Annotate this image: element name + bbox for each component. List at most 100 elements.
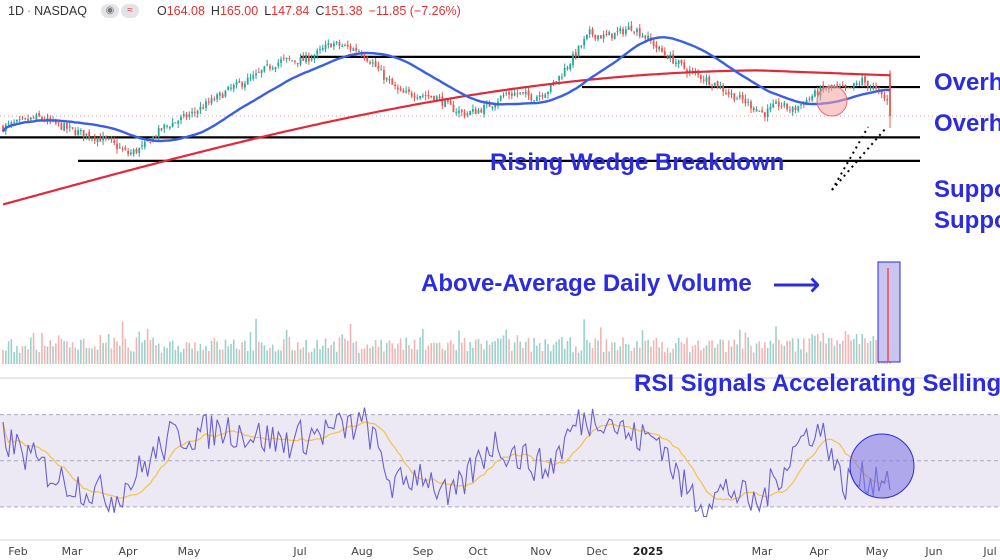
volume-bar xyxy=(477,339,480,364)
volume-bar xyxy=(533,337,535,364)
x-tick-label: Jul xyxy=(982,545,996,558)
candle-body xyxy=(63,123,66,131)
candle-body xyxy=(560,76,563,78)
right-arrow-icon: ⟶ xyxy=(772,266,821,304)
candle-body xyxy=(499,96,502,101)
volume-bar xyxy=(836,340,838,364)
candle-body xyxy=(633,31,636,33)
candle-body xyxy=(349,46,352,50)
candle-body xyxy=(185,114,188,118)
volume-bar xyxy=(263,345,266,364)
volume-bar xyxy=(488,344,491,364)
volume-bar xyxy=(285,329,288,364)
volume-bar xyxy=(241,342,243,364)
change-value: −11.85 (−7.26%) xyxy=(368,4,461,18)
candle-body xyxy=(346,44,349,47)
wave-icon[interactable]: ≈ xyxy=(120,4,139,18)
candle-body xyxy=(338,42,341,46)
volume-bar xyxy=(43,345,46,364)
volume-bar xyxy=(505,329,508,364)
candle-body xyxy=(246,77,249,85)
volume-bar xyxy=(88,348,90,364)
candle-body xyxy=(152,136,155,142)
candle-body xyxy=(199,106,202,111)
support-label-2: Support xyxy=(934,209,1000,233)
volume-bar xyxy=(463,338,466,364)
volume-bar xyxy=(833,345,836,364)
candle-body xyxy=(622,29,624,35)
volume-bar xyxy=(625,344,627,364)
candle-body xyxy=(216,94,219,100)
candle-body xyxy=(408,89,410,92)
candle-body xyxy=(791,107,794,112)
candle-body xyxy=(205,101,207,108)
support-text-2: Support xyxy=(934,209,1000,233)
candle-body xyxy=(755,109,758,112)
candle-body xyxy=(761,110,763,112)
volume-bar xyxy=(619,346,622,364)
volume-bar xyxy=(146,328,149,364)
candle-body xyxy=(113,140,116,143)
candle-body xyxy=(588,29,591,34)
volume-bar xyxy=(536,345,538,364)
volume-bar xyxy=(130,350,132,364)
candle-body xyxy=(758,110,761,112)
candle-body xyxy=(449,101,452,105)
candle-body xyxy=(358,51,360,53)
candle-body xyxy=(544,94,547,98)
volume-bar xyxy=(202,349,205,364)
x-tick-label: Mar xyxy=(752,545,773,558)
candle-body xyxy=(763,112,766,118)
candle-body xyxy=(313,55,316,59)
candle-body xyxy=(725,93,727,95)
volume-bar xyxy=(196,350,199,364)
overhead-resistance-text-1: Overhead Resistance xyxy=(934,71,1000,95)
x-tick-label: Mar xyxy=(62,545,83,558)
candle-body xyxy=(291,60,294,62)
volume-bar xyxy=(116,341,118,364)
volume-bar xyxy=(171,340,174,364)
candle-body xyxy=(296,62,299,64)
volume-bar xyxy=(661,341,663,364)
candle-body xyxy=(388,79,391,81)
volume-bar xyxy=(494,341,496,364)
volume-bar xyxy=(102,343,104,364)
eye-icon[interactable]: ◉ xyxy=(100,4,119,18)
volume-bar xyxy=(416,349,419,364)
candle-body xyxy=(182,113,185,116)
candle-body xyxy=(321,48,324,50)
symbol-label[interactable]: 1D · NASDAQ xyxy=(8,4,87,18)
volume-bar xyxy=(391,343,394,364)
candle-body xyxy=(396,87,399,90)
volume-bar xyxy=(363,348,366,364)
volume-bar xyxy=(691,346,694,364)
volume-bar xyxy=(714,347,716,364)
candle-body xyxy=(168,126,171,128)
candle-body xyxy=(844,84,847,88)
volume-bar xyxy=(205,346,207,364)
candle-body xyxy=(124,147,127,150)
high-label: H xyxy=(210,4,220,18)
volume-bar xyxy=(358,352,360,364)
volume-bar xyxy=(424,349,427,364)
volume-bar xyxy=(786,340,788,364)
candle-body xyxy=(883,94,886,99)
candle-body xyxy=(683,62,686,69)
candle-body xyxy=(371,62,374,64)
volume-bar xyxy=(677,338,680,364)
candle-body xyxy=(463,112,466,117)
volume-bar xyxy=(694,344,697,364)
rsi-ma-line xyxy=(2,421,891,501)
indicator-toggle-icons[interactable]: ◉ ≈ xyxy=(100,4,139,18)
volume-bar xyxy=(138,331,141,364)
candle-body xyxy=(530,94,533,101)
candle-body xyxy=(741,95,744,100)
volume-bar xyxy=(780,344,783,364)
volume-bar xyxy=(135,337,138,364)
ma-200-line xyxy=(2,69,891,206)
volume-bar xyxy=(433,342,435,364)
candle-body xyxy=(302,55,305,62)
volume-bar xyxy=(777,339,780,364)
volume-bar xyxy=(549,351,552,364)
